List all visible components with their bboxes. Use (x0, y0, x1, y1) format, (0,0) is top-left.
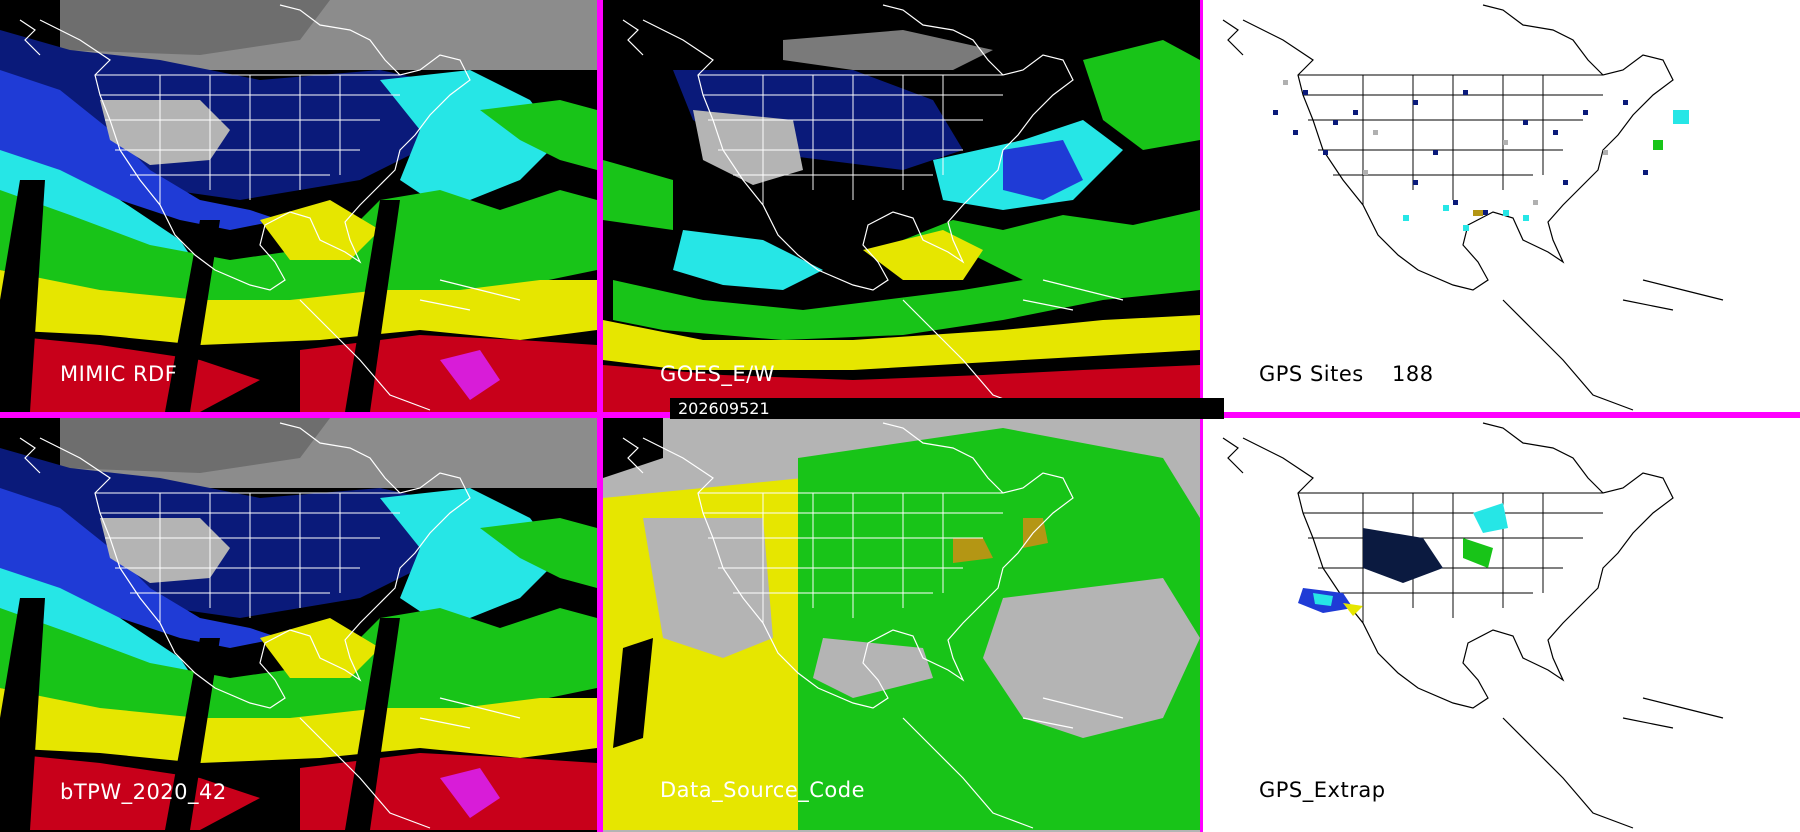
panel-gps-extrap: GPS_Extrap (1203, 418, 1800, 832)
panel-label: Data_Source_Code (660, 778, 866, 802)
panel-label: MIMIC RDF (60, 362, 178, 386)
panel-gps-sites: GPS Sites 188 (1203, 0, 1800, 412)
panel-label: bTPW_2020_42 (60, 780, 227, 804)
panel-mimic-rdf: MIMIC RDF (0, 0, 597, 412)
panel-btpw: bTPW_2020_42 (0, 418, 597, 832)
panel-data-source: Data_Source_Code (603, 418, 1200, 832)
panel-goes: GOES_E/W (603, 0, 1200, 412)
timestamp-bar: 202609521 (670, 398, 1224, 419)
panel-label: GPS_Extrap (1259, 778, 1386, 802)
panel-label: GPS Sites (1259, 362, 1364, 386)
panel-label: GOES_E/W (660, 362, 776, 386)
site-count: 188 (1392, 362, 1434, 386)
